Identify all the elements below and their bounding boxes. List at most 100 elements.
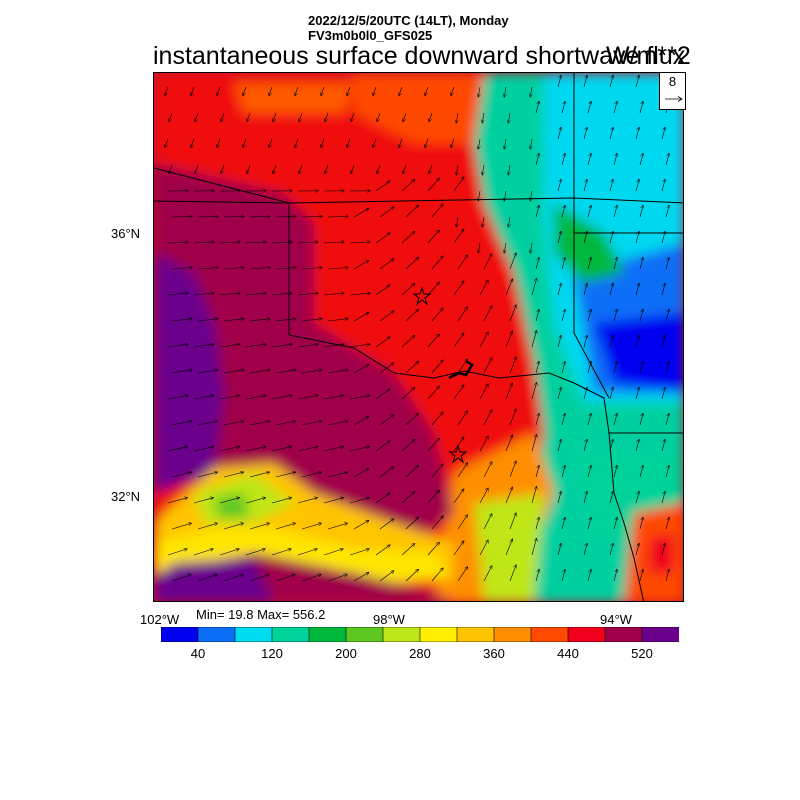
wind-vector: [167, 549, 187, 556]
wind-vector: [347, 86, 351, 96]
wind-vector: [375, 493, 390, 504]
wind-vector: [379, 467, 394, 478]
colorbar-tick-label: 200: [335, 646, 357, 661]
wind-vector: [639, 465, 643, 478]
wind-vectors: [165, 75, 669, 582]
wind-vector: [665, 205, 669, 218]
wind-vector: [509, 409, 516, 426]
wind-vector: [349, 395, 370, 400]
wind-vector: [379, 207, 394, 218]
wind-vector: [375, 181, 390, 192]
wind-vector: [531, 383, 537, 400]
wind-vector: [297, 344, 318, 348]
wind-vector: [249, 472, 269, 478]
wind-vector: [197, 523, 217, 530]
wind-vector: [431, 464, 443, 478]
wind-vector: [275, 268, 296, 270]
wind-vector: [505, 383, 512, 400]
wind-vector: [535, 569, 539, 582]
wind-vector: [561, 517, 565, 530]
wind-vector: [613, 361, 617, 374]
wind-vector: [635, 127, 639, 140]
wind-vector: [587, 309, 591, 322]
wind-vector: [349, 498, 369, 504]
wind-vector: [609, 127, 613, 140]
wind-vector: [425, 86, 429, 96]
wind-vector: [587, 517, 591, 530]
shortwave-flux-field: [154, 73, 683, 601]
wind-vector: [557, 543, 561, 556]
wind-vector: [451, 86, 455, 96]
wind-vector: [639, 205, 643, 218]
colorbar-swatch: [197, 627, 236, 642]
wind-vector: [167, 242, 188, 243]
colorbar-swatch: [271, 627, 310, 642]
wind-vector: [457, 411, 468, 426]
wind-vector: [223, 523, 243, 530]
vector-reference-arrow: [665, 96, 683, 102]
wind-vector: [171, 421, 192, 426]
lat-label-32n: 32°N: [111, 489, 141, 504]
wind-vector: [171, 319, 192, 322]
wind-vector: [508, 112, 510, 123]
wind-vector: [297, 447, 318, 452]
wind-vector: [327, 216, 348, 217]
wind-vector: [323, 344, 344, 348]
wind-vector: [535, 153, 539, 166]
wind-vector: [587, 101, 591, 114]
wind-vector: [323, 447, 344, 452]
wind-vector: [191, 138, 195, 148]
wind-vector: [509, 513, 516, 530]
wind-vector: [171, 216, 192, 217]
wind-vector: [557, 231, 561, 244]
wind-vector: [479, 540, 488, 556]
wind-vector: [583, 283, 587, 296]
wind-vector: [639, 569, 643, 582]
wind-vector: [665, 153, 669, 166]
wind-vector: [401, 544, 415, 556]
wind-vector: [401, 336, 415, 348]
wind-vector: [327, 575, 347, 582]
wind-vector: [245, 498, 265, 504]
wind-vector: [249, 268, 270, 270]
wind-vector: [535, 101, 539, 114]
wind-vector: [483, 410, 492, 426]
wind-vector: [427, 230, 439, 244]
wind-vector: [457, 463, 468, 478]
wind-vector: [451, 138, 455, 148]
wind-vector: [405, 205, 418, 218]
wind-vector: [405, 361, 418, 374]
colorbar-swatch: [345, 627, 384, 642]
wind-vector: [243, 138, 247, 148]
wind-vector: [427, 282, 439, 296]
wind-vector: [327, 268, 348, 270]
wind-vector: [535, 413, 539, 426]
wind-vector: [275, 319, 296, 322]
wind-vector: [167, 344, 188, 348]
lon-label-98w: 98°W: [373, 612, 405, 627]
wind-vector: [219, 344, 240, 348]
wind-vector: [561, 205, 565, 218]
wind-vector: [535, 205, 539, 218]
wind-vector: [379, 311, 394, 322]
wind-vector: [271, 498, 291, 504]
wind-vector: [453, 281, 464, 296]
wind-vector: [353, 365, 369, 374]
wind-vector: [483, 358, 492, 374]
wind-vector: [275, 370, 296, 374]
wind-vector: [665, 309, 669, 322]
wind-vector: [535, 361, 539, 374]
wind-vector: [557, 75, 561, 88]
wind-vector: [453, 385, 464, 400]
wind-vector: [661, 387, 665, 400]
valid-time-label: 2022/12/5/20UTC (14LT), Monday: [308, 13, 509, 28]
model-run-label: FV3m0b0l0_GFS025: [308, 28, 433, 43]
wind-vector: [557, 439, 561, 452]
wind-vector: [457, 515, 468, 530]
state-borders: [154, 73, 683, 601]
wind-vector: [639, 361, 643, 374]
wind-vector: [171, 575, 191, 582]
wind-vector: [535, 309, 539, 322]
wind-vector: [639, 413, 643, 426]
wind-vector: [508, 164, 510, 175]
